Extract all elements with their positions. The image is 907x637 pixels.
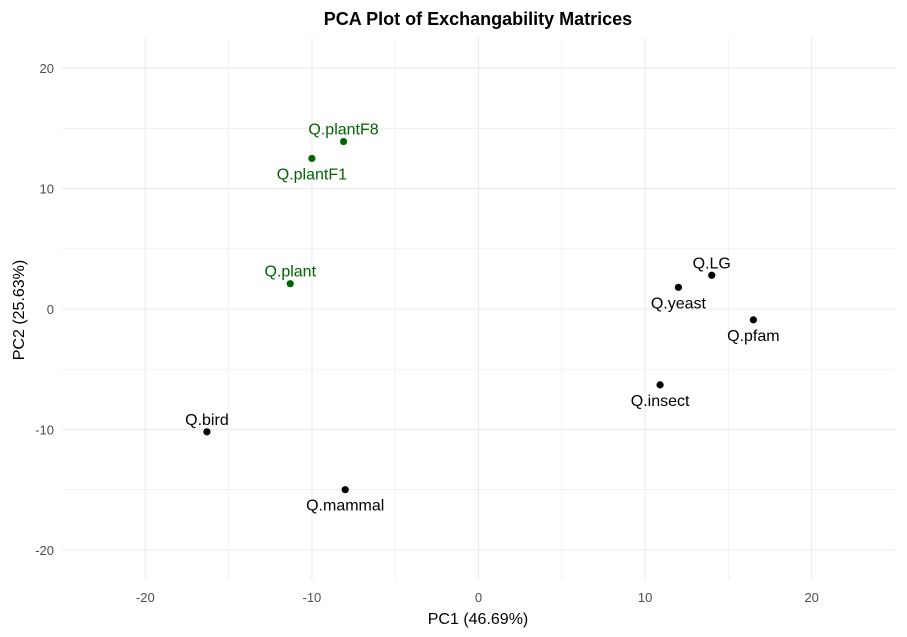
y-tick-label: 10 <box>40 182 54 197</box>
point-labels: Q.plantF8 Q.plantF1 Q.plant Q.LG Q.yeast Q.pf… <box>185 122 779 515</box>
data-point <box>308 154 316 163</box>
y-tick-label: 0 <box>47 302 54 317</box>
x-tick-label: 0 <box>475 590 482 605</box>
data-point <box>286 280 294 288</box>
y-axis-title: PC2 (25.63%) <box>11 260 28 361</box>
data-point <box>656 381 664 389</box>
data-point <box>203 428 211 436</box>
data-point <box>674 283 683 291</box>
data-point <box>708 271 716 279</box>
point-label: Q.plantF1 <box>277 166 347 183</box>
data-points <box>203 137 757 494</box>
x-tick-label: 20 <box>804 590 818 605</box>
point-label: Q.insect <box>631 393 690 410</box>
point-label: Q.plant <box>264 264 316 281</box>
point-label: Q.plantF8 <box>308 122 378 139</box>
data-point <box>341 486 349 494</box>
x-tick-label: -10 <box>303 590 322 605</box>
y-tick-label: -10 <box>35 422 54 437</box>
x-tick-label: -20 <box>136 590 155 605</box>
grid-major-lines <box>62 38 895 580</box>
point-label: Q.pfam <box>727 328 779 345</box>
x-tick-label: 10 <box>638 590 652 605</box>
chart-title: PCA Plot of Exchangability Matrices <box>324 9 632 29</box>
point-label: Q.LG <box>693 255 731 272</box>
axis-ticks: -20 -10 0 10 20 -20 -10 0 10 20 <box>35 61 819 605</box>
point-label: Q.yeast <box>651 295 707 312</box>
y-tick-label: -20 <box>35 543 54 558</box>
y-tick-label: 20 <box>40 61 54 76</box>
point-label: Q.bird <box>185 412 229 429</box>
data-point <box>339 137 348 146</box>
x-axis-title: PC1 (46.69%) <box>428 611 529 628</box>
point-label: Q.mammal <box>306 498 384 515</box>
data-point <box>749 316 757 324</box>
